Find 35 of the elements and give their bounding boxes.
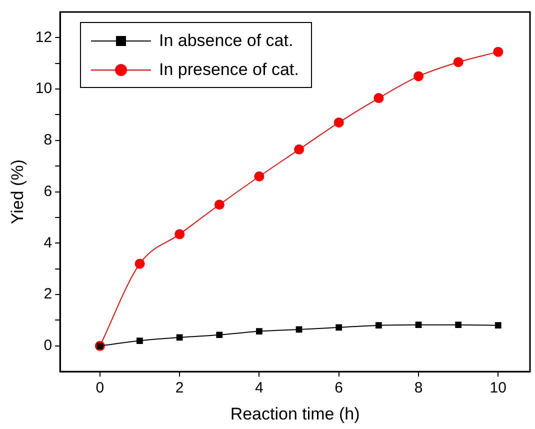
y-tick-label: 10 [35,80,52,98]
x-tick-label: 10 [490,380,506,397]
x-tick-label: 8 [414,380,423,397]
x-tick-label: 4 [255,380,264,397]
point [494,322,502,329]
legend-label: In absence of cat. [159,30,294,50]
point [294,144,304,154]
point [136,338,143,344]
point [493,46,504,57]
point [214,200,224,210]
point [334,117,344,128]
y-axis-title: Yied (%) [8,160,27,224]
y-tick-label: 4 [44,234,52,252]
x-tick-label: 0 [96,380,104,397]
y-tick-label: 0 [44,337,52,354]
point [415,322,422,328]
point [375,322,382,329]
x-tick-label: 6 [334,380,344,397]
legend-label: In presence of cat. [159,60,299,80]
point [256,328,262,334]
y-tick-label: 6 [44,182,52,200]
point [374,93,384,104]
y-tick-label: 8 [44,132,52,149]
point [455,322,462,328]
point [254,171,264,182]
point [413,71,424,82]
y-tick-label: 12 [35,28,52,46]
point [453,57,464,68]
x-axis-title: Reaction time (h) [230,404,360,424]
x-tick-label: 2 [175,380,184,397]
point [216,332,223,338]
point [336,324,342,331]
point [134,258,145,269]
point [174,229,185,240]
y-tick-label: 2 [44,286,52,303]
